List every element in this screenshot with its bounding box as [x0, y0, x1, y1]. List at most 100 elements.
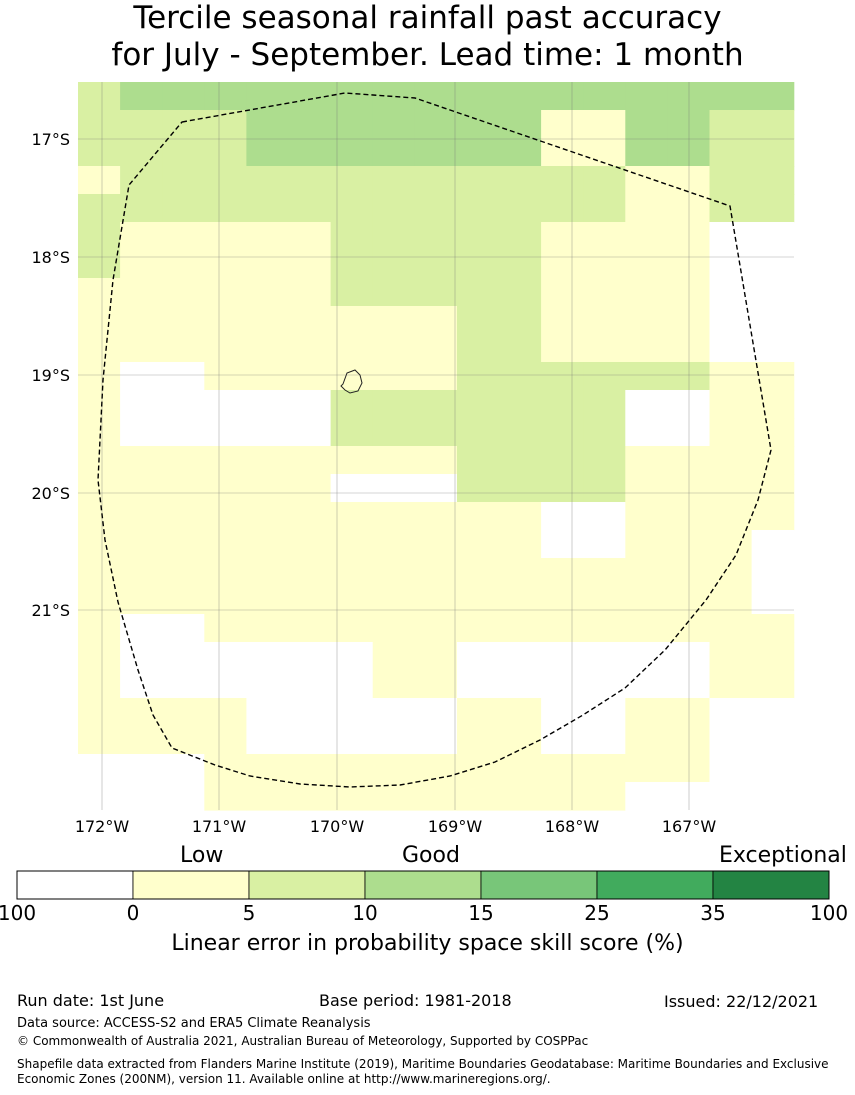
grid-cell [246, 362, 290, 391]
grid-cell [204, 138, 247, 167]
grid-cell [78, 586, 121, 615]
grid-cell [288, 278, 332, 307]
grid-cell [456, 222, 500, 251]
grid-cell [499, 390, 542, 419]
grid-cell [120, 586, 163, 615]
grid-cell [162, 698, 205, 727]
grid-cell [120, 278, 163, 307]
grid-cell [204, 166, 247, 195]
grid-cell [246, 698, 290, 727]
grid-cell [456, 418, 500, 447]
grid-cell [204, 502, 247, 531]
grid-cell [372, 726, 416, 755]
grid-cell [414, 362, 458, 391]
grid-cell [246, 222, 290, 251]
grid-cell [583, 698, 626, 727]
grid-cell [288, 558, 332, 587]
grid-cell [330, 558, 374, 587]
grid-cell [288, 334, 332, 363]
grid-cell [541, 614, 584, 643]
colorbar-title: Linear error in probability space skill … [171, 931, 684, 956]
grid-cell [288, 306, 332, 335]
grid-cell [499, 418, 542, 447]
grid-cell [456, 390, 500, 419]
grid-cell [204, 586, 247, 615]
grid-cell [583, 670, 626, 699]
grid-cell [78, 390, 121, 419]
grid-cell [120, 418, 163, 447]
grid-cell [541, 642, 584, 671]
grid-cell [78, 614, 121, 643]
grid-cell [288, 586, 332, 615]
grid-cell [751, 614, 795, 643]
colorbar-segment [480, 870, 598, 900]
grid-cell [246, 530, 290, 559]
grid-cell [78, 222, 121, 251]
grid-cell [204, 642, 247, 671]
grid-cell [456, 194, 500, 223]
grid-cell [78, 334, 121, 363]
grid-cell [583, 586, 626, 615]
grid-cell [541, 670, 584, 699]
latitude-label: 17°S [31, 130, 70, 149]
grid-cell [204, 446, 247, 475]
grid-cell [499, 278, 542, 307]
grid-cell [162, 110, 205, 139]
grid-cell [456, 334, 500, 363]
grid-cell [751, 418, 795, 447]
grid-cell [78, 250, 121, 279]
grid-cell [414, 138, 458, 167]
grid-cell [456, 250, 500, 279]
grid-cell [625, 138, 668, 167]
grid-cell [372, 138, 416, 167]
grid-cell [456, 138, 500, 167]
grid-cell [751, 698, 795, 727]
grid-cell [246, 502, 290, 531]
grid-cell [288, 194, 332, 223]
grid-cell [330, 306, 374, 335]
grid-cell [204, 782, 247, 811]
grid-cell [499, 222, 542, 251]
grid-cell [709, 362, 753, 391]
grid-cell [330, 110, 374, 139]
grid-cell [456, 82, 500, 111]
grid-cell [625, 194, 668, 223]
tick-label: 0 [126, 901, 140, 925]
grid-cell [499, 698, 542, 727]
grid-cell [583, 614, 626, 643]
grid-cell [583, 754, 626, 783]
grid-cell [709, 614, 753, 643]
grid-cell [709, 418, 753, 447]
longitude-label: 167°W [662, 817, 717, 836]
grid-cell [330, 726, 374, 755]
latitude-labels: 17°S 18°S 19°S 20°S 21°S [31, 130, 70, 620]
island-outline [340, 369, 363, 394]
grid-cell [162, 166, 205, 195]
run-date: Run date: 1st June [17, 991, 165, 1010]
grid-cell [751, 222, 795, 251]
grid-cell [541, 586, 584, 615]
grid-cell [78, 558, 121, 587]
grid-cell [541, 110, 584, 139]
grid-cell [78, 502, 121, 531]
grid-cell [625, 558, 668, 587]
grid-cell [625, 166, 668, 195]
grid-cell [414, 642, 458, 671]
grid-cell [330, 502, 374, 531]
longitude-label: 169°W [428, 817, 483, 836]
grid-cell [625, 726, 668, 755]
grid-cell [288, 754, 332, 783]
title-line-2: for July - September. Lead time: 1 month [111, 37, 744, 73]
grid-cell [583, 446, 626, 475]
tick-label: 10 [352, 901, 378, 925]
grid-cell [162, 586, 205, 615]
grid-cell [414, 754, 458, 783]
grid-cell [162, 250, 205, 279]
grid-cell [204, 698, 247, 727]
grid-cell [162, 530, 205, 559]
grid-cell [583, 726, 626, 755]
grid-cell [541, 558, 584, 587]
grid-cell [246, 558, 290, 587]
grid-cell [499, 586, 542, 615]
grid-cell [456, 586, 500, 615]
